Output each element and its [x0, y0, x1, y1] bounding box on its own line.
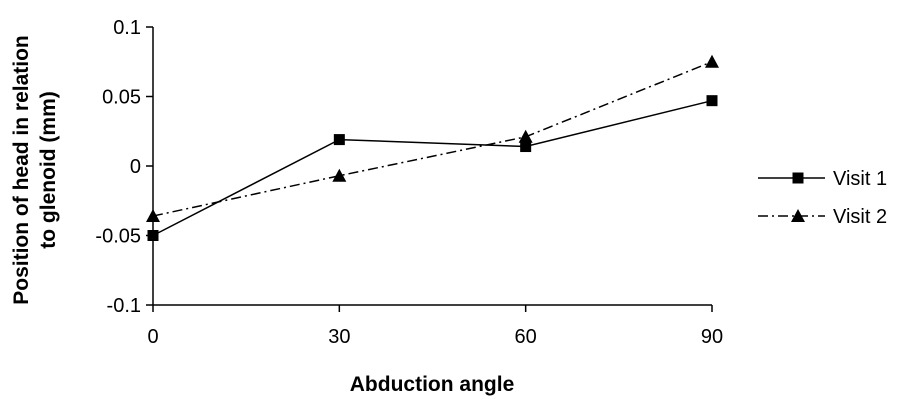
y-axis-title-line-2: to glenoid (mm): [37, 91, 60, 248]
series-layer: [146, 54, 719, 241]
data-point: [705, 54, 719, 68]
y-axis-title-line-1: Position of head in relation: [10, 35, 33, 305]
y-ticks: -0.1 -0.05 0 0.05 0.1: [95, 17, 153, 317]
y-tick-label: 0.05: [102, 87, 141, 109]
legend: Visit 1 Visit 2: [758, 168, 887, 228]
legend-marker: [792, 172, 804, 184]
data-point: [333, 134, 345, 146]
legend-label: Visit 2: [833, 206, 887, 228]
legend-label: Visit 1: [833, 168, 887, 190]
series-line: [152, 61, 713, 217]
series-1: [147, 95, 718, 241]
data-point: [332, 168, 347, 182]
x-ticks: 0 30 60 90: [147, 305, 723, 348]
y-tick-label: 0.1: [113, 17, 141, 39]
x-tick-label: 0: [147, 326, 158, 348]
series-line: [152, 99, 713, 237]
series-2: [146, 54, 719, 223]
data-point: [147, 230, 159, 241]
legend-marker: [791, 209, 805, 222]
legend-item-1: Visit 1: [758, 168, 887, 190]
x-tick-label: 30: [328, 326, 350, 348]
y-tick-label: -0.1: [107, 295, 141, 317]
data-point: [518, 129, 533, 143]
x-tick-label: 90: [701, 326, 723, 348]
legend-item-2: Visit 2: [758, 206, 887, 228]
y-tick-label: 0: [130, 156, 141, 178]
data-point: [706, 95, 718, 107]
axes: [152, 27, 712, 306]
x-tick-label: 60: [515, 326, 537, 348]
data-point: [520, 141, 532, 153]
x-axis-title: Abduction angle: [350, 373, 515, 396]
data-point: [146, 209, 160, 223]
y-tick-label: -0.05: [95, 226, 141, 248]
